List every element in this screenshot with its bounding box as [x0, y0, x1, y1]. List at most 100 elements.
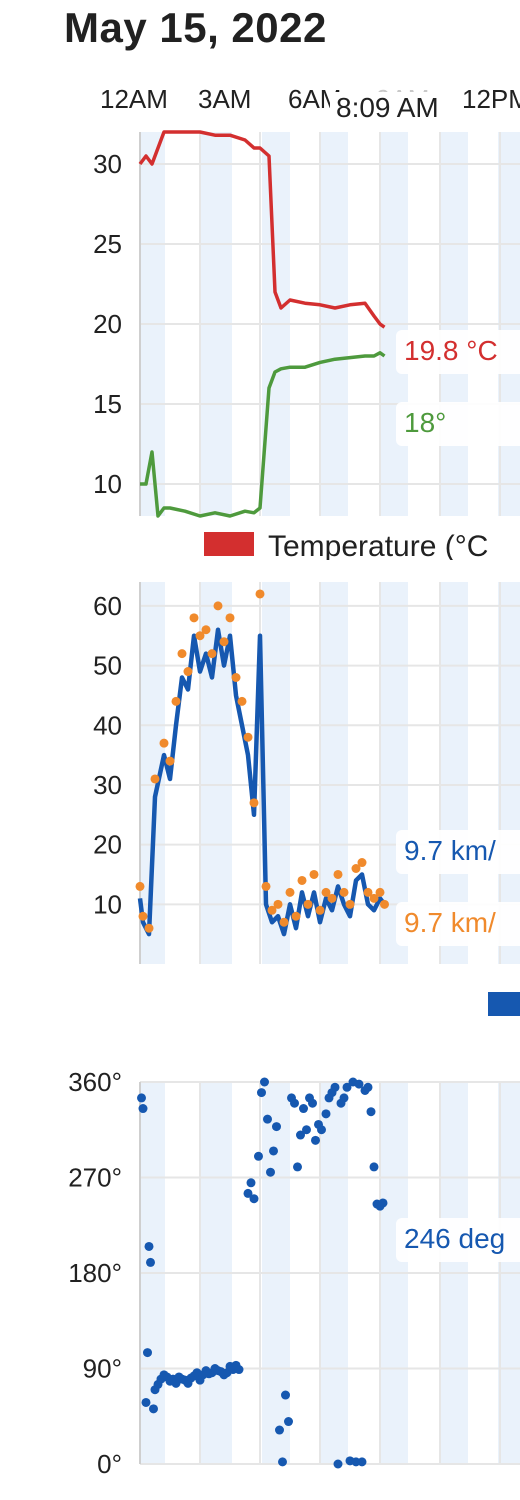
y-tick-label: 0°: [97, 1449, 122, 1479]
data-point: [246, 1178, 256, 1188]
data-point: [237, 696, 247, 706]
data-point: [351, 864, 361, 873]
data-point: [257, 1088, 266, 1098]
value-readout: 9.7 km/: [404, 835, 496, 866]
data-point: [146, 1257, 155, 1267]
time-axis: 12AM 3AM 6AM 9AM 12PM 8:09 AM: [0, 84, 520, 124]
data-point: [281, 1390, 290, 1400]
data-point: [309, 869, 319, 879]
data-point: [296, 1130, 305, 1140]
data-point: [327, 893, 337, 903]
wind-speed-chart[interactable]: 10 20 30 40 50 60 9.7 km/9.7 km/: [0, 570, 520, 1040]
value-readout: 246 deg: [404, 1223, 505, 1254]
data-point: [260, 1077, 269, 1087]
time-band: [440, 582, 468, 964]
data-point: [269, 1146, 278, 1156]
value-readout: 19.8 °C: [404, 335, 498, 366]
data-point: [177, 649, 187, 659]
data-point: [330, 1082, 340, 1092]
data-point: [333, 869, 343, 879]
data-point: [150, 774, 160, 784]
data-point: [243, 1188, 253, 1198]
time-tick-label: 12PM: [462, 84, 520, 114]
data-point: [380, 899, 389, 909]
data-point: [138, 1104, 148, 1114]
data-point: [321, 1109, 331, 1119]
data-point: [342, 1082, 352, 1092]
data-point: [369, 893, 379, 903]
legend-swatch: [488, 992, 520, 1016]
data-point: [317, 1125, 326, 1135]
data-point: [149, 1404, 158, 1414]
y-tick-label: 360°: [68, 1068, 122, 1097]
data-point: [275, 1425, 284, 1435]
data-point: [333, 1459, 343, 1469]
legend-label: Temperature (°C: [268, 530, 488, 560]
data-point: [308, 1098, 317, 1108]
data-point: [357, 858, 367, 868]
data-point: [144, 1241, 154, 1251]
data-point: [303, 899, 313, 909]
readout-background: [396, 830, 520, 874]
data-point: [299, 1104, 308, 1114]
data-point: [311, 1135, 320, 1145]
data-point: [293, 1162, 302, 1172]
data-point: [171, 696, 181, 706]
series-line: [137, 627, 387, 937]
data-point: [263, 1114, 272, 1124]
data-point: [255, 589, 265, 599]
y-tick-label: 30: [93, 149, 122, 179]
data-point: [249, 1194, 259, 1204]
data-point: [201, 625, 211, 635]
data-point: [291, 911, 301, 921]
legend-swatch: [204, 532, 254, 556]
data-point: [261, 881, 271, 891]
data-point: [249, 798, 259, 808]
data-point: [266, 1167, 275, 1177]
y-tick-label: 30: [93, 770, 122, 800]
y-tick-label: 20: [93, 830, 122, 860]
data-point: [141, 1397, 151, 1407]
data-point: [254, 1151, 263, 1161]
data-point: [225, 613, 235, 623]
data-point: [297, 875, 307, 885]
data-point: [284, 1417, 293, 1427]
data-point: [279, 917, 289, 927]
y-tick-label: 10: [93, 889, 122, 919]
data-point: [231, 673, 241, 682]
data-point: [138, 911, 148, 921]
data-point: [363, 887, 373, 897]
data-point: [378, 1198, 388, 1208]
data-point: [137, 1093, 146, 1103]
data-point: [207, 649, 217, 659]
data-point: [354, 1079, 364, 1089]
data-point: [143, 1348, 152, 1358]
data-point: [339, 1093, 349, 1103]
data-point: [272, 1122, 281, 1132]
temperature-chart[interactable]: 10 15 20 25 30 19.8 °C 18° Temperature (°C: [0, 120, 520, 560]
y-tick-label: 10: [93, 469, 122, 499]
value-readout: 18°: [404, 407, 446, 438]
data-point: [369, 1162, 379, 1172]
data-point: [195, 631, 205, 641]
y-tick-label: 25: [93, 229, 122, 259]
page-title: May 15, 2022: [64, 4, 327, 51]
data-point: [315, 905, 325, 915]
data-point: [290, 1098, 299, 1108]
data-point: [144, 923, 154, 933]
readout-background: [396, 402, 520, 446]
y-tick-label: 90°: [83, 1354, 122, 1384]
data-point: [273, 899, 283, 909]
data-point: [183, 667, 193, 677]
data-point: [213, 601, 223, 611]
y-tick-label: 60: [93, 591, 122, 621]
data-point: [278, 1457, 287, 1467]
y-tick-label: 20: [93, 309, 122, 339]
series-line: [138, 130, 386, 329]
data-point: [243, 732, 253, 742]
y-tick-label: 270°: [68, 1163, 122, 1193]
wind-direction-chart[interactable]: 0° 90° 180° 270° 360° 246 deg: [0, 1068, 520, 1498]
data-point: [321, 887, 331, 897]
data-point: [345, 899, 355, 909]
data-point: [375, 887, 385, 897]
